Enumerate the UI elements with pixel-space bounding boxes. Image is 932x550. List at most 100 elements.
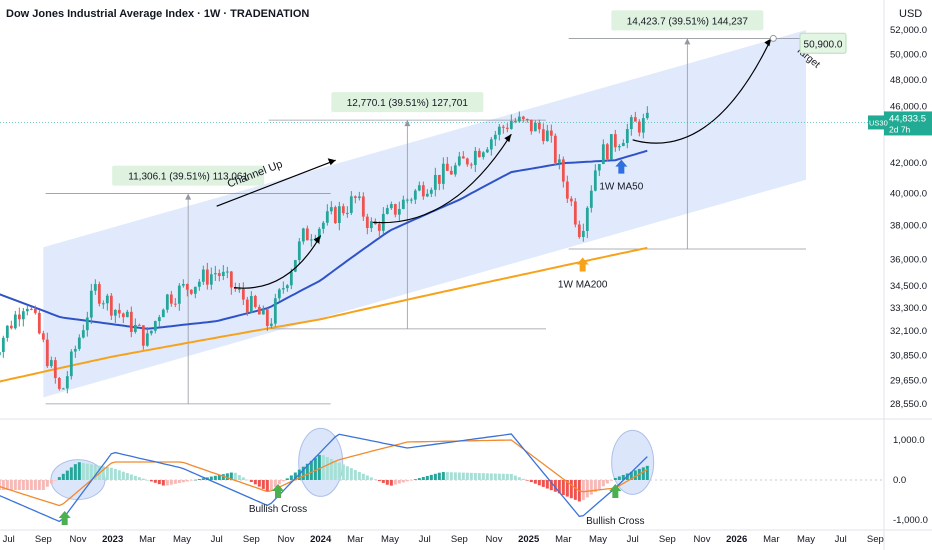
macd-histogram-bar	[129, 474, 133, 480]
candle-body	[301, 228, 305, 242]
candle-body	[153, 321, 157, 331]
macd-histogram-bar	[553, 480, 557, 492]
macd-axis-tick: 0.0	[893, 475, 906, 486]
bullish-cross-label-2: Bullish Cross	[586, 516, 644, 527]
macd-histogram-bar	[85, 463, 89, 480]
candle-body	[277, 289, 281, 299]
candle-body	[89, 290, 93, 318]
candle-body	[1, 337, 5, 352]
candle-body	[33, 308, 37, 313]
candle-body	[397, 208, 401, 215]
candle-body	[637, 121, 641, 133]
candle-body	[273, 298, 277, 324]
candle-body	[485, 149, 489, 153]
candle-body	[209, 274, 213, 285]
macd-histogram-bar	[485, 473, 489, 480]
macd-histogram-bar	[537, 480, 541, 486]
currency-label: USD	[899, 8, 923, 20]
time-axis-label: Mar	[139, 534, 155, 545]
candle-body	[605, 144, 609, 160]
candle-body	[401, 199, 405, 209]
macd-histogram-bar	[349, 468, 353, 480]
candle-body	[205, 269, 209, 285]
macd-histogram-bar	[65, 470, 69, 480]
projection-arrow	[632, 38, 772, 144]
macd-histogram-bar	[61, 473, 65, 480]
candle-body	[645, 112, 649, 119]
rally-arrow-2-head	[504, 134, 512, 143]
candle-body	[109, 295, 113, 316]
time-axis-label: Jul	[419, 534, 431, 545]
price-axis-tick: 50,000.0	[890, 49, 927, 60]
macd-axis-tick: -1,000.0	[893, 515, 928, 526]
price-axis-tick: 33,300.0	[890, 303, 927, 314]
candle-body	[285, 285, 289, 289]
macd-histogram-bar	[185, 480, 189, 482]
candle-body	[45, 339, 49, 367]
rally-arrow-1	[233, 235, 322, 289]
macd-histogram-bar	[345, 466, 349, 480]
macd-histogram-bar	[265, 480, 269, 492]
candle-body	[505, 127, 509, 129]
macd-histogram-bar	[0, 480, 1, 490]
target-price-label: 50,900.0	[804, 39, 843, 50]
candle-body	[457, 156, 461, 166]
candle-body	[305, 228, 309, 241]
macd-histogram-bar	[305, 463, 309, 480]
candle-body	[201, 269, 205, 282]
macd-histogram-bar	[165, 480, 169, 486]
rally-arrow-2	[372, 133, 512, 224]
candle-body	[453, 165, 457, 175]
candle-body	[529, 119, 533, 132]
candle-body	[441, 163, 445, 184]
measure-2-label: 12,770.1 (39.51%) 127,701	[347, 98, 469, 109]
macd-histogram-bar	[641, 467, 645, 480]
macd-histogram-bar	[125, 473, 129, 480]
candle-body	[497, 126, 501, 135]
ma200-arrow	[576, 257, 589, 272]
macd-histogram-bar	[361, 473, 365, 480]
time-axis-label: Nov	[278, 534, 295, 545]
macd-histogram-bar	[385, 480, 389, 485]
candle-body	[437, 174, 441, 184]
macd-histogram-bar	[373, 479, 377, 480]
candle-body	[149, 330, 153, 334]
candle-body	[389, 204, 393, 209]
macd-histogram-bar	[533, 480, 537, 484]
candle-body	[25, 308, 29, 312]
time-axis-label: Nov	[70, 534, 87, 545]
macd-histogram-bar	[573, 480, 577, 500]
macd-histogram-bar	[549, 480, 553, 491]
macd-histogram-bar	[221, 474, 225, 480]
candle-body	[137, 324, 141, 326]
price-axis-tick: 30,850.0	[890, 351, 927, 362]
macd-histogram-bar	[337, 462, 341, 480]
candle-body	[525, 119, 529, 121]
measure-3-arrowhead	[684, 38, 691, 45]
macd-histogram-bar	[353, 470, 357, 480]
candle-body	[597, 164, 601, 171]
candle-body	[493, 134, 497, 140]
candle-body	[445, 163, 449, 171]
macd-histogram-bar	[133, 475, 137, 480]
candle-body	[73, 348, 77, 352]
countdown-value: 2d 7h	[889, 124, 911, 134]
macd-histogram-bar	[201, 478, 205, 480]
price-axis-tick: 42,000.0	[890, 158, 927, 169]
macd-histogram-bar	[281, 480, 285, 482]
candle-body	[629, 117, 633, 130]
price-axis-tick: 32,100.0	[890, 326, 927, 337]
candle-body	[189, 289, 193, 294]
time-axis-label: Nov	[486, 534, 503, 545]
candle-body	[101, 303, 105, 305]
macd-histogram-bar	[117, 470, 121, 480]
macd-histogram-bar	[37, 480, 41, 490]
macd-histogram-bar	[565, 480, 569, 497]
candle-body	[185, 284, 189, 290]
target-price-box	[799, 32, 847, 54]
candle-body	[353, 196, 357, 198]
candle-body	[341, 206, 345, 214]
macd-histogram-bar	[101, 466, 105, 480]
macd-histogram-bar	[257, 480, 261, 487]
